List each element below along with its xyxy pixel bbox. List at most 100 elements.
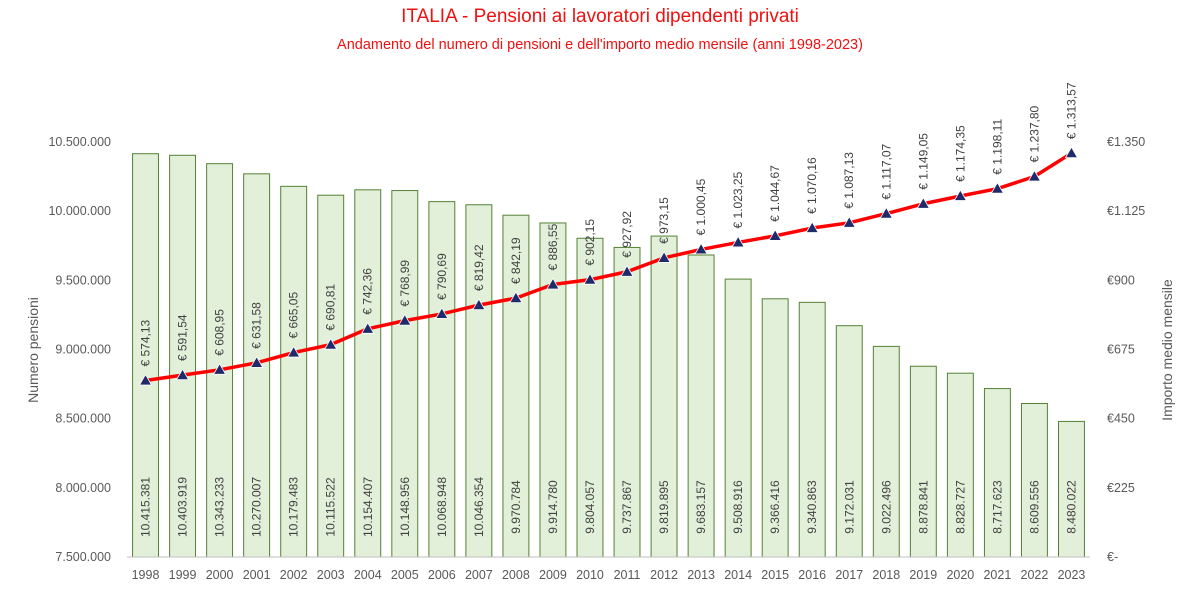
bar [872,345,900,558]
bar-value-label: 9.683.157 [694,480,708,534]
x-tick-label: 2010 [576,568,604,582]
x-tick-label: 2007 [465,568,493,582]
y-tick-label-right: €1.350 [1107,135,1145,149]
y-tick-label-left: 9.500.000 [55,273,111,287]
line-marker [879,206,893,219]
line-marker [953,189,968,201]
line-value-label: € 665,05 [287,292,301,339]
bar [428,201,456,558]
line-value-label: € 1.087,13 [842,152,856,209]
bar [206,163,234,558]
bar-value-label: 9.172.031 [842,480,856,534]
x-tick-label: 2014 [724,568,752,582]
x-tick-label: 2018 [872,568,900,582]
line-marker [286,345,301,358]
bar-value-label: 9.914.780 [546,480,560,534]
line-marker [916,196,931,209]
y-tick-label-left: 7.500.000 [55,550,111,564]
x-tick-label: 2005 [391,568,419,582]
line-marker [138,373,153,386]
line-marker [546,277,560,290]
y-tick-label-left: 10.500.000 [48,135,111,149]
line-value-label: € 1.070,16 [805,157,819,214]
line-value-label: € 631,58 [250,302,264,349]
bar [465,204,493,558]
line-marker [212,362,227,375]
x-tick-label: 2013 [687,568,715,582]
x-tick-label: 2023 [1058,568,1086,582]
line-value-label: € 790,69 [435,253,449,300]
bar-value-label: 10.403.919 [176,477,190,537]
series-line [145,151,1073,383]
line-marker [731,235,745,248]
line-group [138,146,1079,386]
line-marker [398,313,412,326]
y-tick-label-left: 8.500.000 [55,412,111,426]
line-value-label: € 1.044,67 [768,165,782,222]
bar-value-label: 10.343.233 [213,477,227,537]
line-marker [842,216,856,228]
line-marker [805,221,819,233]
bar-value-label: 10.270.007 [250,477,264,537]
bar-value-label: 9.340.863 [805,480,819,534]
line-marker [435,307,449,319]
bar [1020,403,1048,558]
bar-value-label: 8.828.727 [953,480,967,534]
bar [502,214,530,558]
bar [613,246,641,558]
line-value-label: € 591,54 [176,314,190,361]
line-marker [509,291,523,304]
bar-value-label: 10.154.407 [361,477,375,537]
y-tick-label-left: 8.000.000 [55,481,111,495]
x-tick-label: 2015 [761,568,789,582]
bar-value-label: 9.508.916 [731,480,745,534]
y-tick-label-left: 9.000.000 [55,343,111,357]
line-value-label: € 842,19 [509,237,523,284]
line-marker [175,368,190,381]
bar-value-label: 10.148.956 [398,477,412,537]
bar-labels-group: 10.415.381 10.403.919 10.343.233 10.270.007… [139,477,1079,537]
bar [1058,420,1085,558]
y-tick-label-right: €450 [1107,412,1135,426]
line-value-label: € 1.149,05 [916,133,930,190]
y-tick-label-left: 10.000.000 [48,204,111,218]
line-value-label: € 768,99 [398,260,412,307]
bar-value-label: 9.366.416 [768,480,782,534]
line-value-label: € 1.023,25 [731,171,745,228]
bar-value-label: 10.415.381 [139,477,153,537]
line-value-label: € 819,42 [472,244,486,291]
line-value-label: € 690,81 [324,284,338,331]
x-tick-label: 2021 [983,568,1011,582]
line-value-label: € 886,55 [546,223,560,270]
x-tick-label: 2012 [650,568,678,582]
line-value-label: € 1.237,80 [1027,105,1041,162]
x-tick-label: 2016 [798,568,826,582]
y-tick-label-right: €1.125 [1107,204,1145,218]
line-value-label: € 1.000,45 [694,178,708,235]
y-tick-label-right: €225 [1107,481,1135,495]
bar-value-label: 10.115.522 [324,477,338,536]
x-tick-label: 2008 [502,568,530,582]
line-value-label: € 1.174,35 [953,125,967,182]
x-tick-label: 2019 [909,568,937,582]
line-value-label: € 1.117,07 [879,143,893,199]
x-tick-label: 1998 [132,568,160,582]
bar-value-label: 8.609.556 [1027,480,1041,534]
line-value-label: € 1.198,11 [990,119,1004,175]
line-marker [249,356,264,368]
bar [835,325,863,558]
line-marker [324,337,338,350]
x-tick-label: 2001 [243,568,271,582]
bar-value-label: 9.022.496 [879,480,893,534]
line-marker [361,321,375,334]
bar-value-label: 9.737.867 [620,480,634,534]
bar [909,365,937,558]
line-marker [620,264,634,277]
bar-value-label: 9.819.895 [657,480,671,534]
bar [761,298,789,558]
bars-group [132,153,1085,558]
line-labels-group: € 574,13 € 591,54 € 608,95 € 631,58 € 665,05… [139,82,1079,366]
line-value-label: € 927,92 [620,211,634,258]
y-tick-label-right: €900 [1107,273,1135,287]
line-marker [583,272,597,285]
